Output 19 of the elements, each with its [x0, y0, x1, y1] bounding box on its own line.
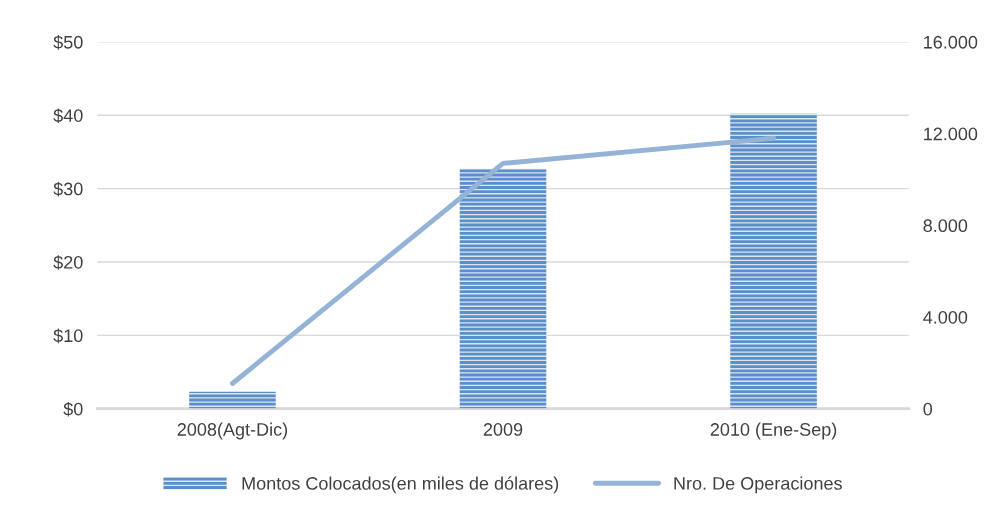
y-tick-label: $40: [53, 108, 83, 124]
y-tick-label: $50: [53, 35, 83, 50]
x-tick-label: 2009: [483, 423, 523, 436]
y-tick-label: $20: [53, 255, 83, 270]
x-tick-label: 2008(Agt-Dic): [177, 422, 288, 440]
x-tick-label: 2010 (Ene-Sep): [710, 422, 837, 440]
y2-tick-label: 4.000: [923, 310, 968, 324]
bar: [730, 113, 817, 409]
y-tick-label: $30: [53, 181, 83, 197]
legend-label: Montos Colocados(en miles de dólares): [242, 476, 559, 494]
bar: [459, 168, 547, 409]
y2-tick-label: 12.000: [924, 127, 978, 141]
legend-label: Nro. De Operaciones: [674, 476, 842, 494]
y-tick-label: $0: [63, 401, 83, 417]
y2-tick-label: 0: [923, 402, 933, 416]
y2-tick-label: 16.000: [924, 35, 978, 49]
y2-tick-label: 8.000: [923, 219, 968, 233]
y-tick-label: $10: [53, 328, 83, 344]
bar: [189, 391, 276, 409]
